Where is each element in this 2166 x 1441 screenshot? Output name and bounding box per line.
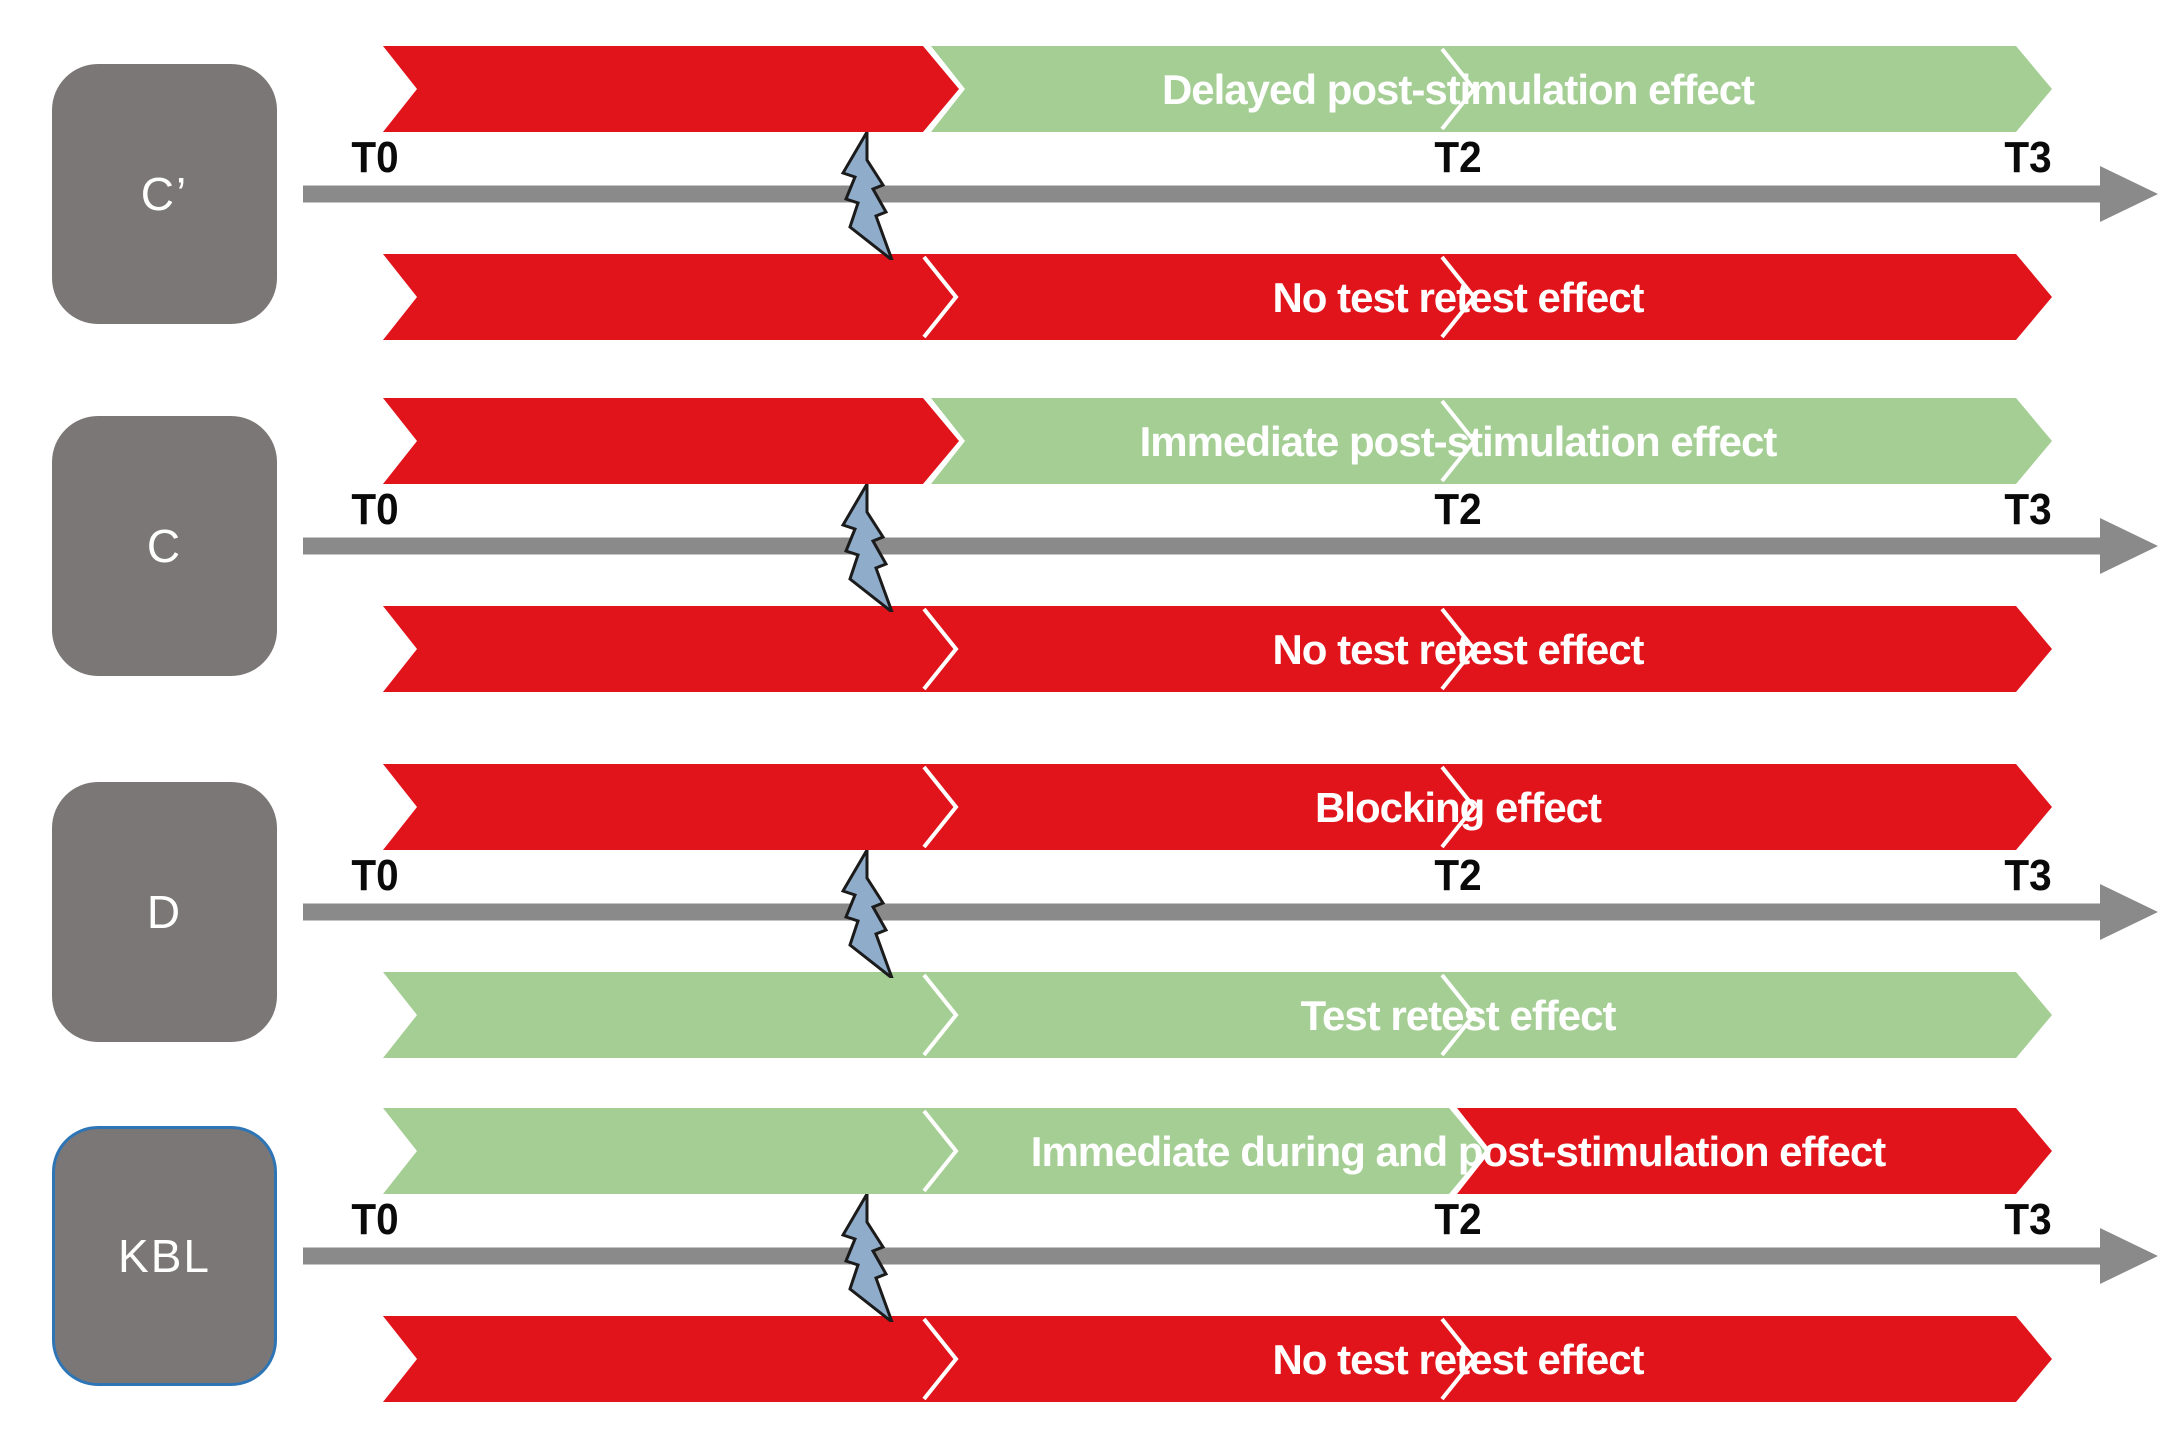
banner-segment-green: [383, 1108, 1485, 1194]
chevron-divider: [1440, 973, 1477, 1057]
top-banner: Immediate during and post-stimulation ef…: [383, 1108, 2052, 1194]
banner-segment-red: [383, 46, 959, 132]
top-banner-text: Immediate during and post-stimulation ef…: [1031, 1128, 1886, 1175]
banner-segment-red: [383, 398, 959, 484]
time-label-t3: T3: [2004, 133, 2052, 182]
timeline-bar: [303, 537, 2103, 555]
condition-label: D: [146, 886, 183, 938]
timeline-arrowhead-icon: [2100, 518, 2158, 574]
chevron-divider: [1440, 399, 1477, 483]
condition-label-box-kbl: KBL: [52, 1126, 277, 1386]
chevron-divider: [1440, 255, 1477, 339]
bottom-banner: No test retest effect: [383, 254, 2052, 340]
lightning-bolt-icon: [841, 850, 894, 978]
time-label-t0: T0: [351, 851, 399, 900]
time-label-t2: T2: [1434, 485, 1482, 534]
lightning-bolt-icon: [841, 484, 894, 612]
time-label-t3: T3: [2004, 851, 2052, 900]
time-label-t0: T0: [351, 485, 399, 534]
chevron-divider: [1440, 765, 1477, 849]
condition-row-c-prime: C’ Delayed post-stimulation effect No test…: [0, 46, 2166, 342]
time-label-t2: T2: [1434, 133, 1482, 182]
timeline-arrow: [303, 1228, 2158, 1284]
top-banner: Delayed post-stimulation effect: [383, 46, 2052, 132]
timeline-arrow: [303, 166, 2158, 222]
time-label-t3: T3: [2004, 485, 2052, 534]
time-label-t0: T0: [351, 133, 399, 182]
timeline-arrow: [303, 884, 2158, 940]
chevron-divider: [922, 973, 959, 1057]
time-label-t2: T2: [1434, 1195, 1482, 1244]
chevron-divider: [1440, 47, 1477, 131]
chevron-divider: [1440, 1317, 1477, 1401]
bottom-banner: No test retest effect: [383, 606, 2052, 692]
bottom-banner: Test retest effect: [383, 972, 2052, 1058]
condition-row-c: C Immediate post-stimulation effect No tes…: [0, 398, 2166, 694]
condition-row-d: D Blocking effect Test retest effect T0 T2 T3: [0, 764, 2166, 1060]
timeline-bar: [303, 1247, 2103, 1265]
banner-segment-red: [383, 764, 2052, 850]
condition-label: C: [146, 520, 183, 572]
timeline-bar: [303, 185, 2103, 203]
timeline-bar: [303, 903, 2103, 921]
lightning-bolt-icon: [841, 132, 894, 260]
chevron-divider: [922, 255, 959, 339]
banner-segment-green: [931, 398, 2052, 484]
time-label-t0: T0: [351, 1195, 399, 1244]
chevron-divider: [922, 765, 959, 849]
condition-label-box-d: D: [52, 782, 277, 1042]
chevron-divider: [922, 1109, 959, 1193]
timeline-arrowhead-icon: [2100, 1228, 2158, 1284]
chevron-divider: [1440, 607, 1477, 691]
bottom-banner-text: No test retest effect: [1272, 1336, 1644, 1383]
timeline-arrowhead-icon: [2100, 884, 2158, 940]
timeline-arrowhead-icon: [2100, 166, 2158, 222]
banner-segment-red: [383, 1316, 2052, 1402]
lightning-bolt-icon: [841, 1194, 894, 1322]
chevron-divider: [922, 1317, 959, 1401]
condition-label: KBL: [118, 1230, 211, 1282]
bottom-banner-text: Test retest effect: [1300, 992, 1616, 1039]
condition-label: C’: [140, 168, 189, 220]
top-banner-text: Blocking effect: [1315, 784, 1602, 831]
top-banner-text: Immediate post-stimulation effect: [1140, 418, 1778, 465]
banner-segment-red: [1457, 1108, 2052, 1194]
condition-label-box-c-prime: C’: [52, 64, 277, 324]
bottom-banner: No test retest effect: [383, 1316, 2052, 1402]
top-banner: Blocking effect: [383, 764, 2052, 850]
top-banner-text: Delayed post-stimulation effect: [1162, 66, 1755, 113]
time-label-t2: T2: [1434, 851, 1482, 900]
banner-segment-green: [383, 972, 2052, 1058]
banner-segment-red: [383, 606, 2052, 692]
chevron-divider: [922, 607, 959, 691]
banner-segment-green: [931, 46, 2052, 132]
condition-label-box-c: C: [52, 416, 277, 676]
banner-segment-red: [383, 254, 2052, 340]
timeline-arrow: [303, 518, 2158, 574]
time-label-t3: T3: [2004, 1195, 2052, 1244]
bottom-banner-text: No test retest effect: [1272, 274, 1644, 321]
condition-row-kbl: KBL Immediate during and post-stimulation…: [0, 1108, 2166, 1404]
top-banner: Immediate post-stimulation effect: [383, 398, 2052, 484]
bottom-banner-text: No test retest effect: [1272, 626, 1644, 673]
